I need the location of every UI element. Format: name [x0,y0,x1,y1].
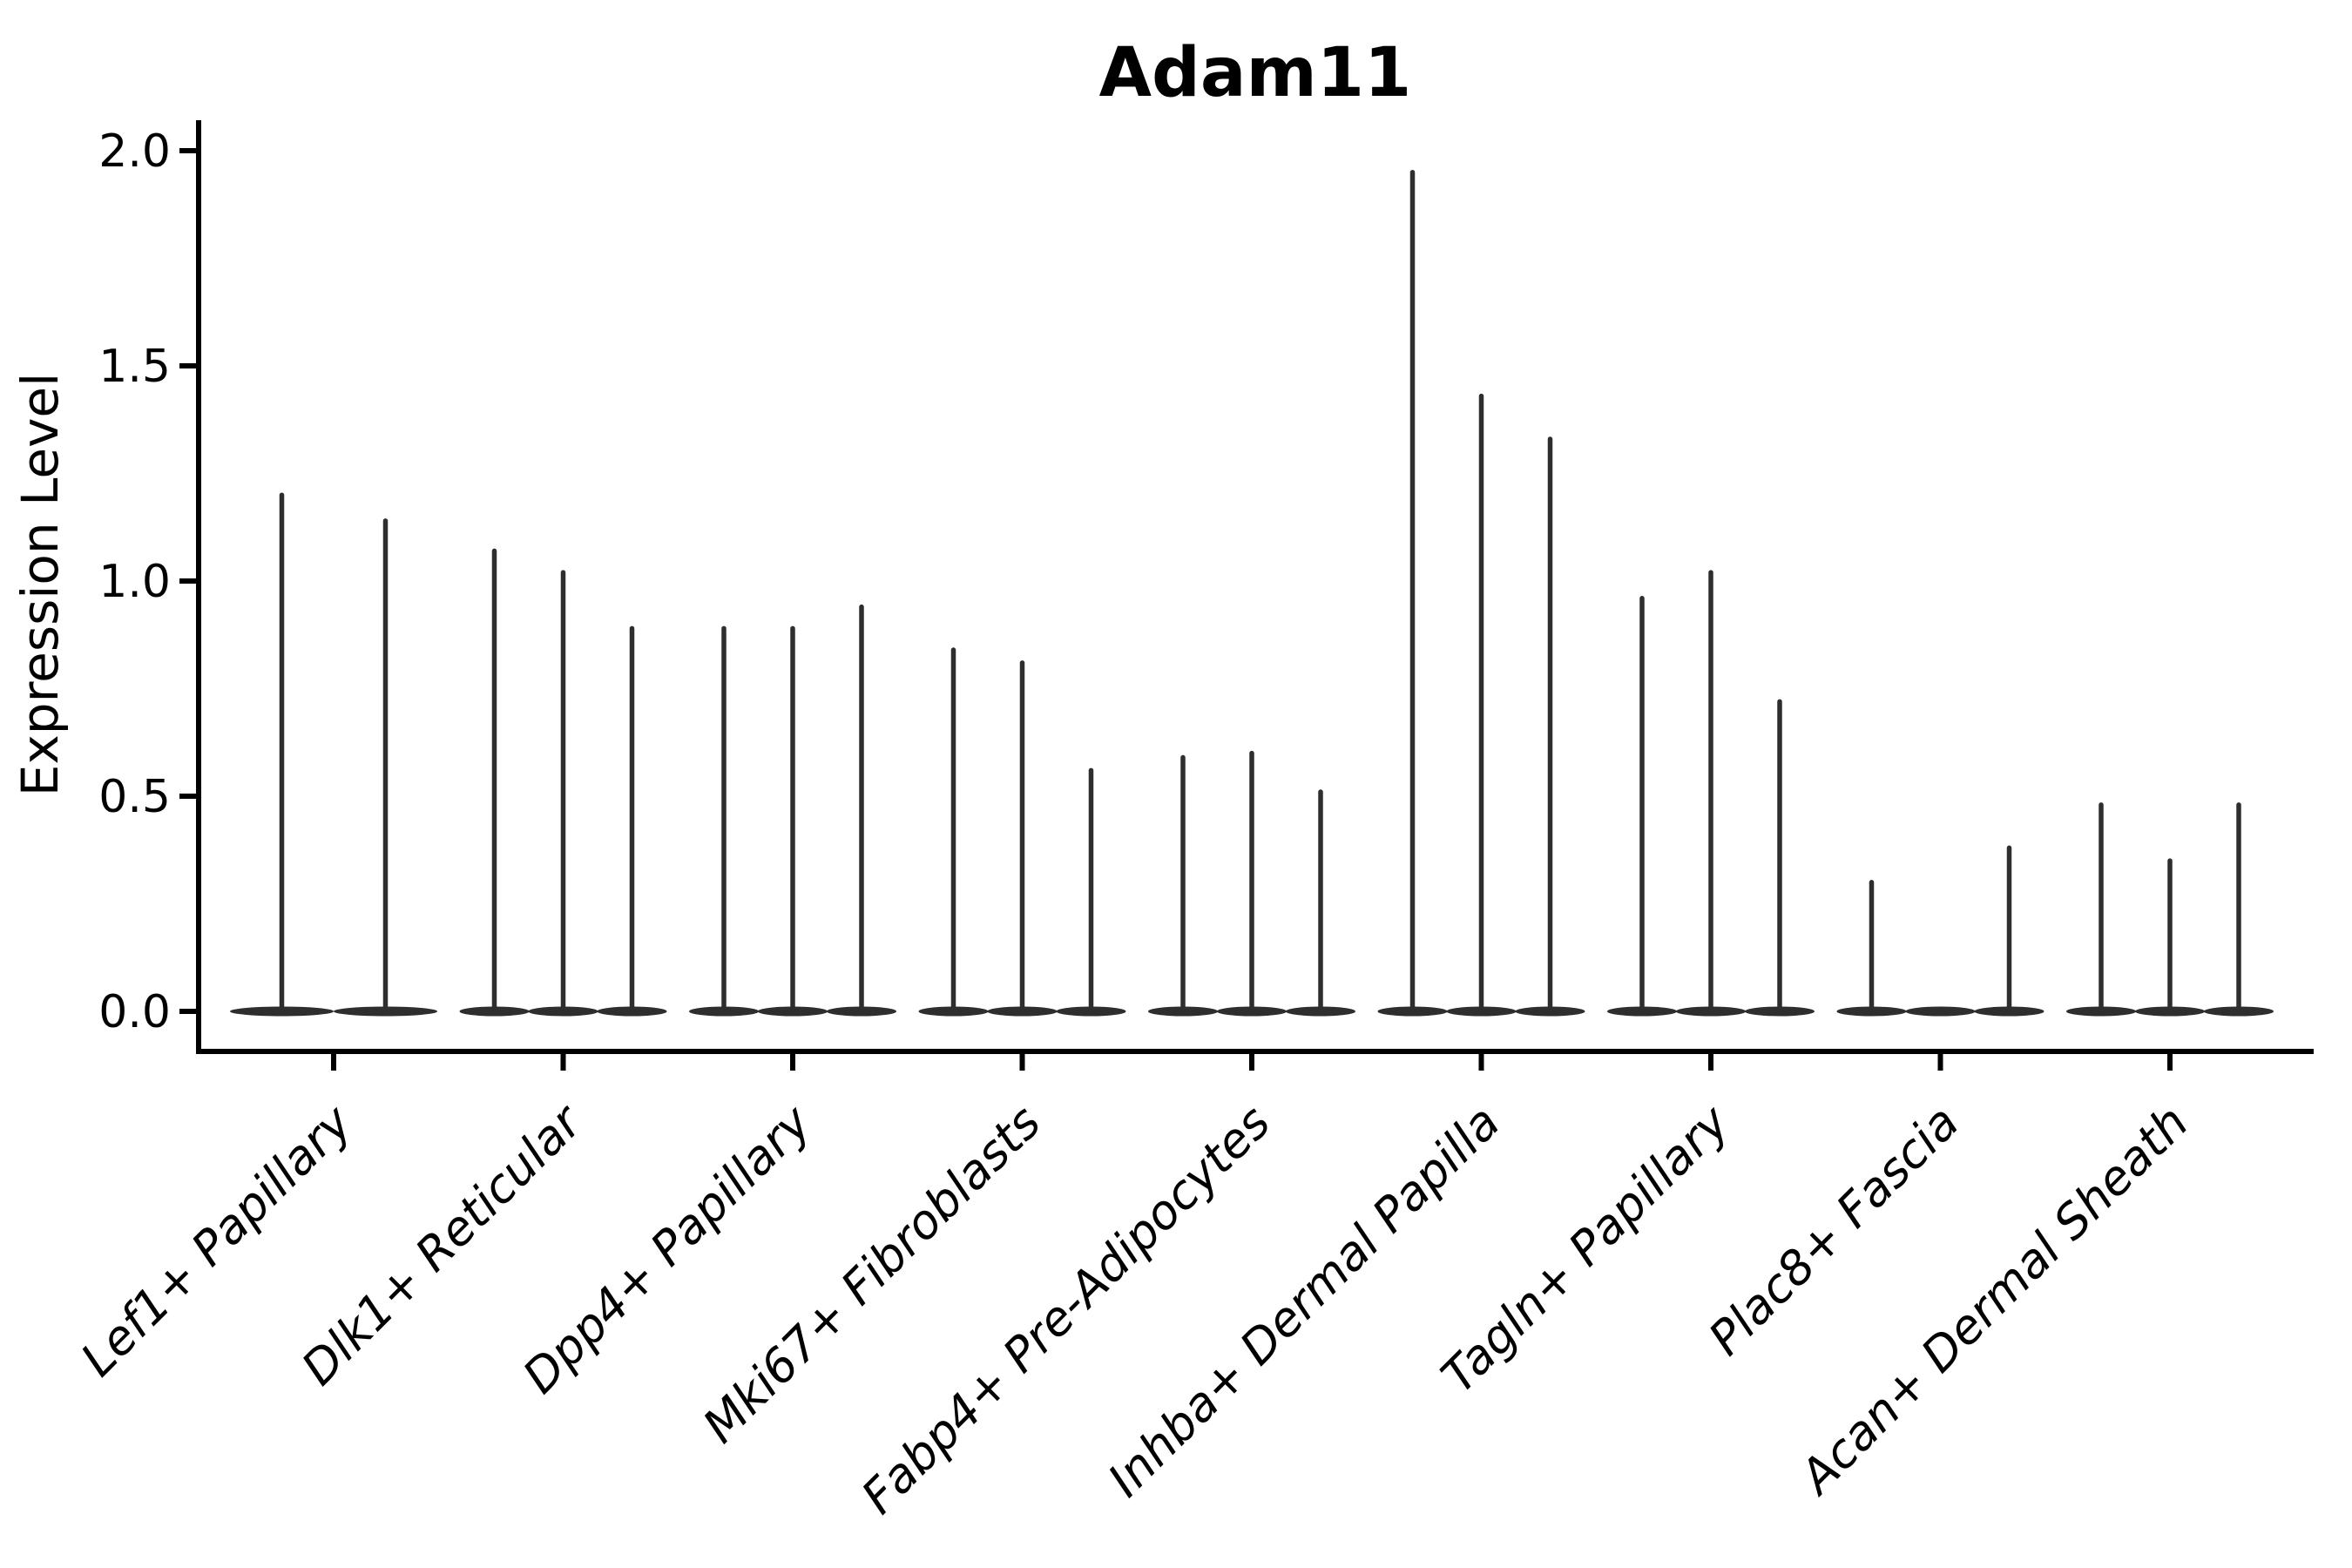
x-tick-label: Fabp4+ Pre-Adipocytes [851,1095,1281,1524]
violin-group [1377,169,1585,1017]
violin-group [230,492,437,1017]
y-tick-label: 0.0 [98,986,171,1038]
x-tick-label: Acan+ Dermal Sheath [1788,1095,2199,1506]
violin-group [1836,845,2044,1017]
y-tick-marks [179,148,196,1014]
y-tick-label: 0.5 [98,771,171,823]
violin-group [1607,570,1815,1017]
x-tick-label: Inhba+ Dermal Papilla [1098,1095,1511,1508]
y-tick-labels: 0.0 0.5 1.0 1.5 2.0 [98,125,171,1038]
violin-base [1905,1006,1976,1017]
violin-group [918,647,1126,1017]
y-axis-label: Expression Level [10,373,70,796]
violins [230,169,2274,1017]
chart-title: Adam11 [1099,34,1412,112]
violin-group [1148,750,1355,1017]
x-tick-marks [331,1051,2173,1071]
y-tick-label: 1.0 [98,556,171,608]
violin-group [459,548,667,1017]
y-tick-label: 2.0 [98,125,171,178]
violin-group [689,604,896,1017]
violin-group [2066,802,2274,1017]
y-tick-label: 1.5 [98,341,171,393]
